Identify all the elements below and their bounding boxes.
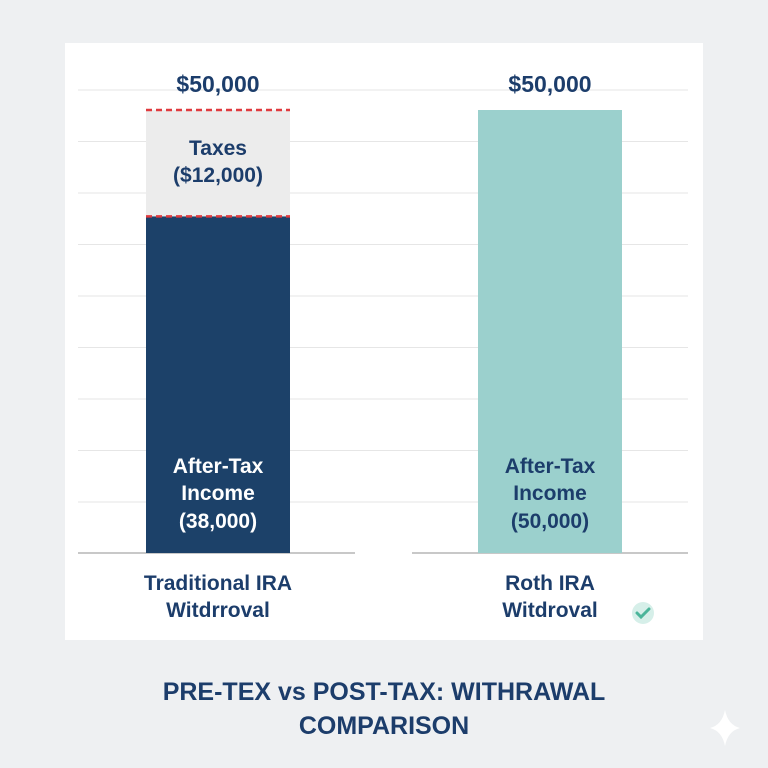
x-tick-label: Traditional IRA Witdrroval (143, 572, 293, 623)
sparkle (710, 710, 740, 746)
value-label: Taxes ($12,000) (173, 137, 263, 188)
chart-title: PRE-TEX vs POST-TAX: WITHRAWAL COMPARISO… (162, 678, 606, 740)
bar-segment (478, 110, 622, 553)
x-tick-label: Roth IRA Witdroval (502, 572, 598, 623)
value-label: After-Tax Income (50,000) (504, 455, 596, 533)
total-label: $50,000 (176, 71, 260, 97)
check-mark (635, 607, 651, 620)
bar-segment (146, 216, 290, 553)
total-label: $50,000 (508, 71, 592, 97)
bar-segment (146, 110, 290, 217)
value-label: After-Tax Income (38,000) (172, 455, 264, 533)
